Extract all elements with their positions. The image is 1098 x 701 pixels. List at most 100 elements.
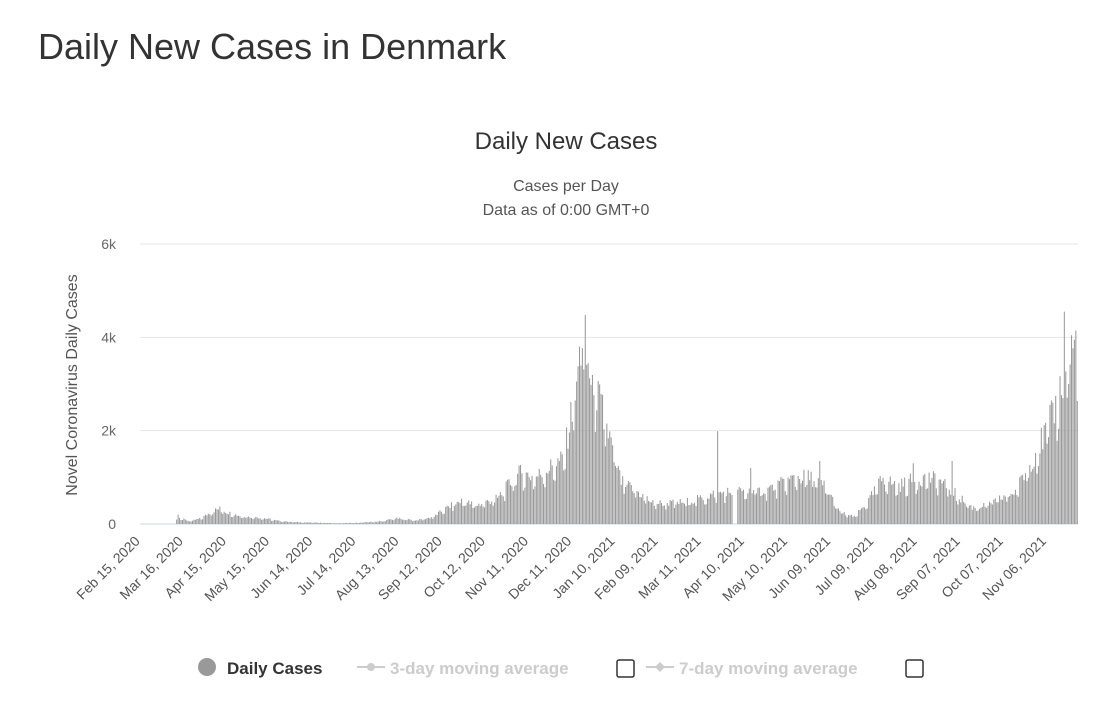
bar: [345, 522, 347, 524]
bar: [311, 522, 313, 524]
bar: [213, 512, 215, 524]
bar: [525, 472, 527, 524]
bar: [846, 517, 848, 524]
bar: [325, 523, 327, 524]
bar: [819, 461, 821, 524]
bar: [216, 509, 218, 524]
bar: [354, 522, 356, 524]
bar: [899, 491, 901, 524]
bar: [518, 465, 520, 524]
bar: [442, 514, 444, 524]
bar: [635, 497, 637, 524]
bar: [538, 468, 540, 524]
bar: [627, 480, 629, 524]
legend-item-daily-cases[interactable]: Daily Cases: [198, 658, 322, 678]
bar: [1068, 384, 1070, 524]
bar: [229, 511, 231, 524]
bar: [439, 510, 441, 524]
bar: [299, 522, 301, 524]
bar: [1009, 496, 1011, 524]
bar: [1052, 402, 1054, 524]
bar: [440, 511, 442, 524]
bar: [820, 479, 822, 524]
checkbox-7-day-moving-average[interactable]: [905, 659, 924, 678]
bar: [366, 522, 368, 524]
bar: [514, 486, 516, 524]
legend-item-7-day-moving-average[interactable]: 7-day moving average: [646, 659, 858, 678]
bar: [691, 502, 693, 524]
bar: [305, 522, 307, 524]
bar: [282, 521, 284, 524]
bar: [261, 519, 263, 524]
checkbox-3-day-moving-average[interactable]: [616, 659, 635, 678]
bar: [180, 520, 182, 524]
bar: [650, 502, 652, 524]
bar: [945, 488, 947, 524]
bar: [574, 400, 576, 524]
bar: [924, 473, 926, 524]
bar: [833, 505, 835, 524]
bar: [340, 523, 342, 524]
bar: [576, 381, 578, 524]
bar: [479, 505, 481, 524]
bar: [944, 479, 946, 524]
bar: [931, 477, 933, 524]
bar: [193, 519, 195, 524]
bar: [784, 491, 786, 524]
bar: [335, 523, 337, 524]
bar: [309, 522, 311, 524]
bar: [718, 492, 720, 524]
bar: [288, 521, 290, 524]
bar: [940, 479, 942, 524]
bar: [530, 480, 532, 524]
bar: [268, 518, 270, 524]
bar: [881, 481, 883, 524]
bar: [334, 523, 336, 524]
bar: [934, 473, 936, 524]
bar: [937, 495, 939, 524]
bar: [848, 515, 850, 524]
bar: [724, 503, 726, 524]
bar: [912, 463, 914, 524]
bar: [363, 522, 365, 524]
bar: [331, 523, 333, 524]
bar: [397, 518, 399, 524]
bar: [220, 512, 222, 524]
bar: [701, 497, 703, 524]
bar: [199, 517, 201, 524]
bar: [728, 492, 730, 524]
bar: [702, 500, 704, 524]
bar: [789, 479, 791, 524]
bar: [648, 500, 650, 524]
bar: [368, 522, 370, 524]
bar: [822, 485, 824, 524]
bar: [602, 394, 604, 524]
bar: [528, 477, 530, 524]
bar: [1014, 489, 1016, 524]
bar: [445, 506, 447, 524]
bar: [704, 504, 706, 524]
bar: [197, 518, 199, 524]
bar: [895, 495, 897, 524]
bar: [625, 487, 627, 524]
bar: [509, 485, 511, 524]
bar: [596, 410, 598, 524]
bar: [714, 497, 716, 524]
bar: [465, 505, 467, 524]
bar: [1023, 480, 1025, 524]
bar: [1036, 473, 1038, 524]
bar: [476, 505, 478, 524]
bar: [837, 508, 839, 524]
bar: [803, 469, 805, 524]
bar: [669, 500, 671, 524]
bar: [655, 509, 657, 524]
bar: [908, 478, 910, 524]
bar: [699, 495, 701, 524]
bar: [1026, 481, 1028, 524]
bar: [705, 504, 707, 524]
bar: [883, 484, 886, 524]
bar: [740, 488, 742, 524]
bar: [281, 522, 283, 524]
legend-item-3-day-moving-average[interactable]: 3-day moving average: [357, 659, 569, 678]
bar: [505, 481, 507, 524]
